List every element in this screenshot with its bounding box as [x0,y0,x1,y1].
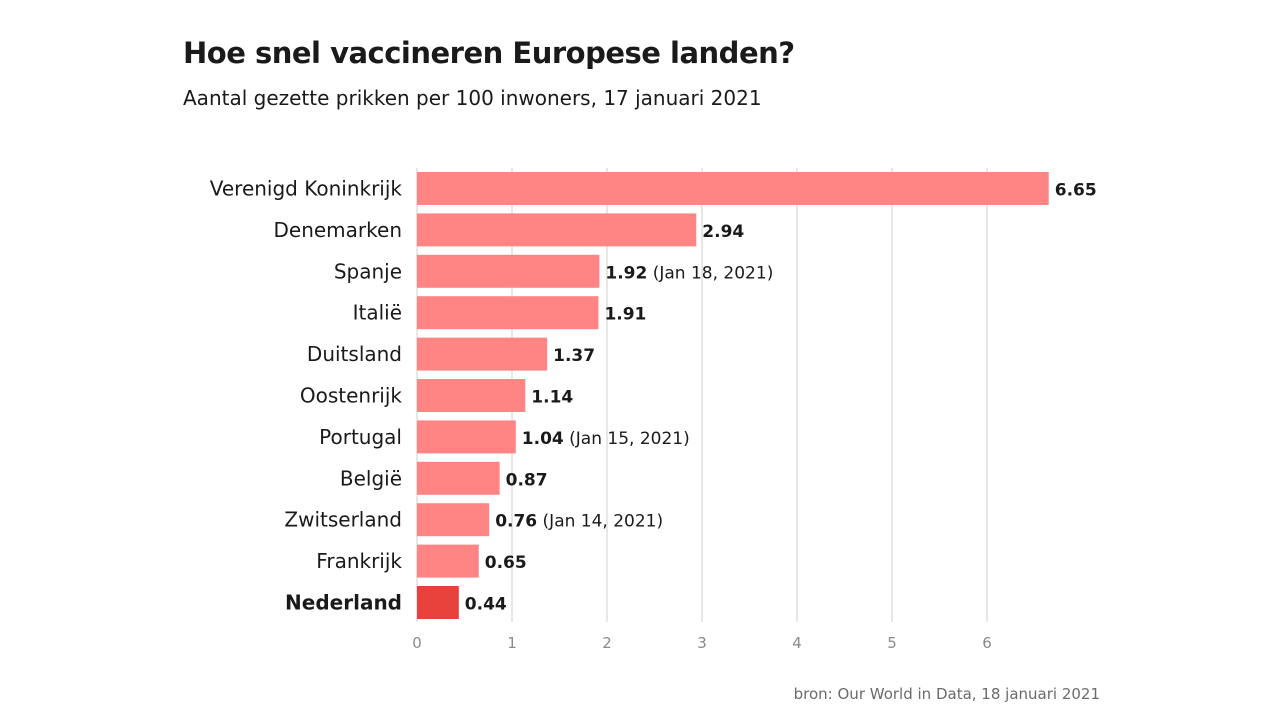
bar [417,586,459,619]
x-tick-label: 4 [792,634,802,652]
category-label: Verenigd Koninkrijk [210,177,403,201]
labels: 0 1 2 3 4 5 6 Verenigd Koninkrijk 6.65 Denemarken… [210,177,1097,653]
bar [417,544,479,578]
value-label: 0.87 [506,470,548,490]
bar [417,254,600,288]
bar [417,213,697,247]
value-label: 1.14 [531,388,573,408]
category-label: Portugal [319,425,402,449]
x-tick-label: 6 [982,634,992,652]
value-label: 0.65 [485,553,527,573]
x-tick-label: 3 [697,634,707,652]
category-label: Italië [353,301,402,325]
value-label: 2.94 [702,222,744,242]
category-label: Spanje [334,259,402,283]
category-label: België [340,466,402,490]
x-tick-label: 5 [887,634,897,652]
chart-title: Hoe snel vaccineren Europese landen? [183,36,795,70]
category-label: Duitsland [307,342,402,366]
date-annotation: (Jan 15, 2021) [564,429,690,449]
x-tick-label: 0 [412,634,422,652]
value-label: 1.37 [553,346,595,366]
bar [417,503,490,537]
value-label: 1.04 (Jan 15, 2021) [522,429,690,449]
chart-subtitle: Aantal gezette prikken per 100 inwoners,… [183,86,762,110]
bar [417,379,526,412]
value-label: 1.92 (Jan 18, 2021) [605,263,773,283]
bar [417,461,500,495]
category-label: Frankrijk [316,549,402,573]
bar [417,296,599,330]
category-label: Nederland [285,591,402,615]
category-label: Denemarken [274,218,403,242]
value-label: 0.76 (Jan 14, 2021) [495,512,663,532]
date-annotation: (Jan 14, 2021) [537,512,663,532]
source-note: bron: Our World in Data, 18 januari 2021 [793,685,1100,703]
x-tick-label: 1 [507,634,517,652]
bars [417,172,1049,619]
bar [417,337,548,371]
value-label: 1.91 [604,305,646,325]
value-label: 0.44 [465,595,507,615]
category-label: Zwitserland [284,508,402,532]
bar [417,420,516,454]
category-label: Oostenrijk [300,384,403,408]
x-tick-label: 2 [602,634,612,652]
value-label: 6.65 [1055,181,1097,201]
date-annotation: (Jan 18, 2021) [647,263,773,283]
bar [417,172,1049,205]
